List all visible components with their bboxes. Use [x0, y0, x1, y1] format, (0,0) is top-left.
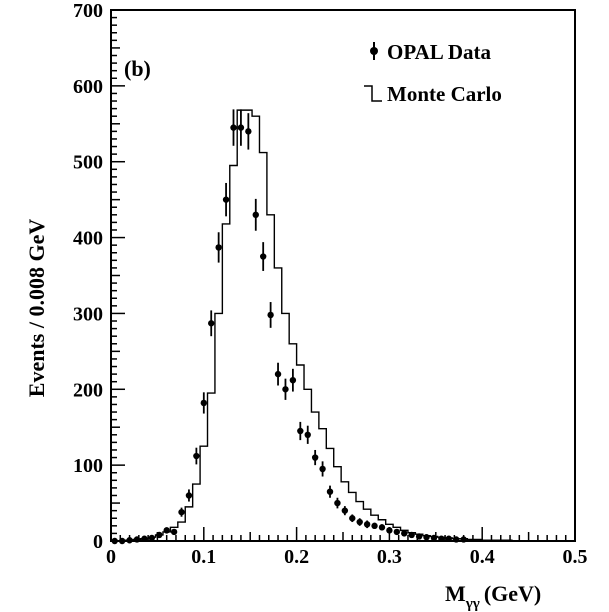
data-point: [297, 427, 304, 435]
x-tick-label: 0: [106, 546, 116, 568]
x-tick-label: 0.1: [191, 546, 216, 568]
data-point: [326, 488, 334, 495]
data-point: [259, 253, 267, 260]
data-point: [185, 492, 193, 499]
data-point: [208, 320, 215, 327]
data-point: [319, 465, 326, 473]
x-tick-label: 0.4: [470, 546, 495, 568]
data-point: [230, 124, 237, 131]
data-point: [401, 530, 408, 537]
data-point: [304, 431, 311, 438]
data-point: [356, 518, 363, 526]
tick-labels: 0 0.1 0.2 0.3 0.4 0.5 0 100 200 300 400 500 600 700: [73, 0, 588, 568]
data-point: [393, 528, 401, 536]
y-tick-label: 0: [93, 531, 103, 553]
data-point: [267, 311, 274, 319]
panel-label: (b): [124, 56, 151, 81]
x-tick-label: 0.3: [377, 546, 402, 568]
y-tick-label: 500: [73, 152, 103, 174]
x-axis-label: Mγγ (GeV): [445, 581, 541, 612]
x-axis-label-unit: (GeV): [484, 581, 541, 606]
data-point: [215, 244, 222, 251]
x-axis-label-main: M: [445, 581, 466, 606]
data-point: [170, 528, 178, 536]
y-tick-label: 400: [73, 228, 103, 250]
data-point: [334, 499, 341, 507]
monte-carlo-step-line: [111, 109, 572, 542]
y-tick-label: 300: [73, 303, 103, 325]
data-point: [178, 508, 185, 516]
plot-frame: [110, 9, 576, 542]
y-tick-label: 700: [73, 0, 103, 22]
y-tick-label: 200: [73, 379, 103, 401]
data-point: [193, 452, 200, 460]
axis-ticks: [110, 9, 576, 542]
y-axis-label: Events / 0.008 GeV: [24, 219, 49, 398]
data-point: [311, 454, 319, 461]
x-axis-label-sub: γγ: [465, 596, 480, 612]
x-tick-label: 0.2: [284, 546, 309, 568]
data-point: [289, 376, 297, 384]
plot-area: [111, 109, 572, 545]
y-tick-label: 600: [73, 76, 103, 98]
data-point: [341, 507, 349, 514]
legend-mc-marker: [364, 85, 382, 102]
data-point: [363, 521, 371, 528]
data-point: [349, 515, 356, 522]
x-tick-label: 0.5: [563, 546, 588, 568]
data-point: [200, 399, 207, 407]
data-point: [282, 386, 289, 393]
data-point: [245, 128, 252, 135]
legend: OPAL Data Monte Carlo: [364, 40, 502, 106]
data-point: [274, 370, 282, 378]
legend-mc-label: Monte Carlo: [387, 82, 502, 106]
data-point: [163, 527, 170, 534]
data-point: [148, 534, 156, 542]
data-point: [378, 524, 386, 531]
y-tick-label: 100: [73, 455, 103, 477]
data-point: [408, 531, 415, 539]
data-point: [252, 211, 259, 219]
data-point: [222, 196, 230, 203]
data-point: [371, 522, 378, 530]
data-point: [237, 124, 245, 131]
legend-data-label: OPAL Data: [387, 40, 492, 64]
